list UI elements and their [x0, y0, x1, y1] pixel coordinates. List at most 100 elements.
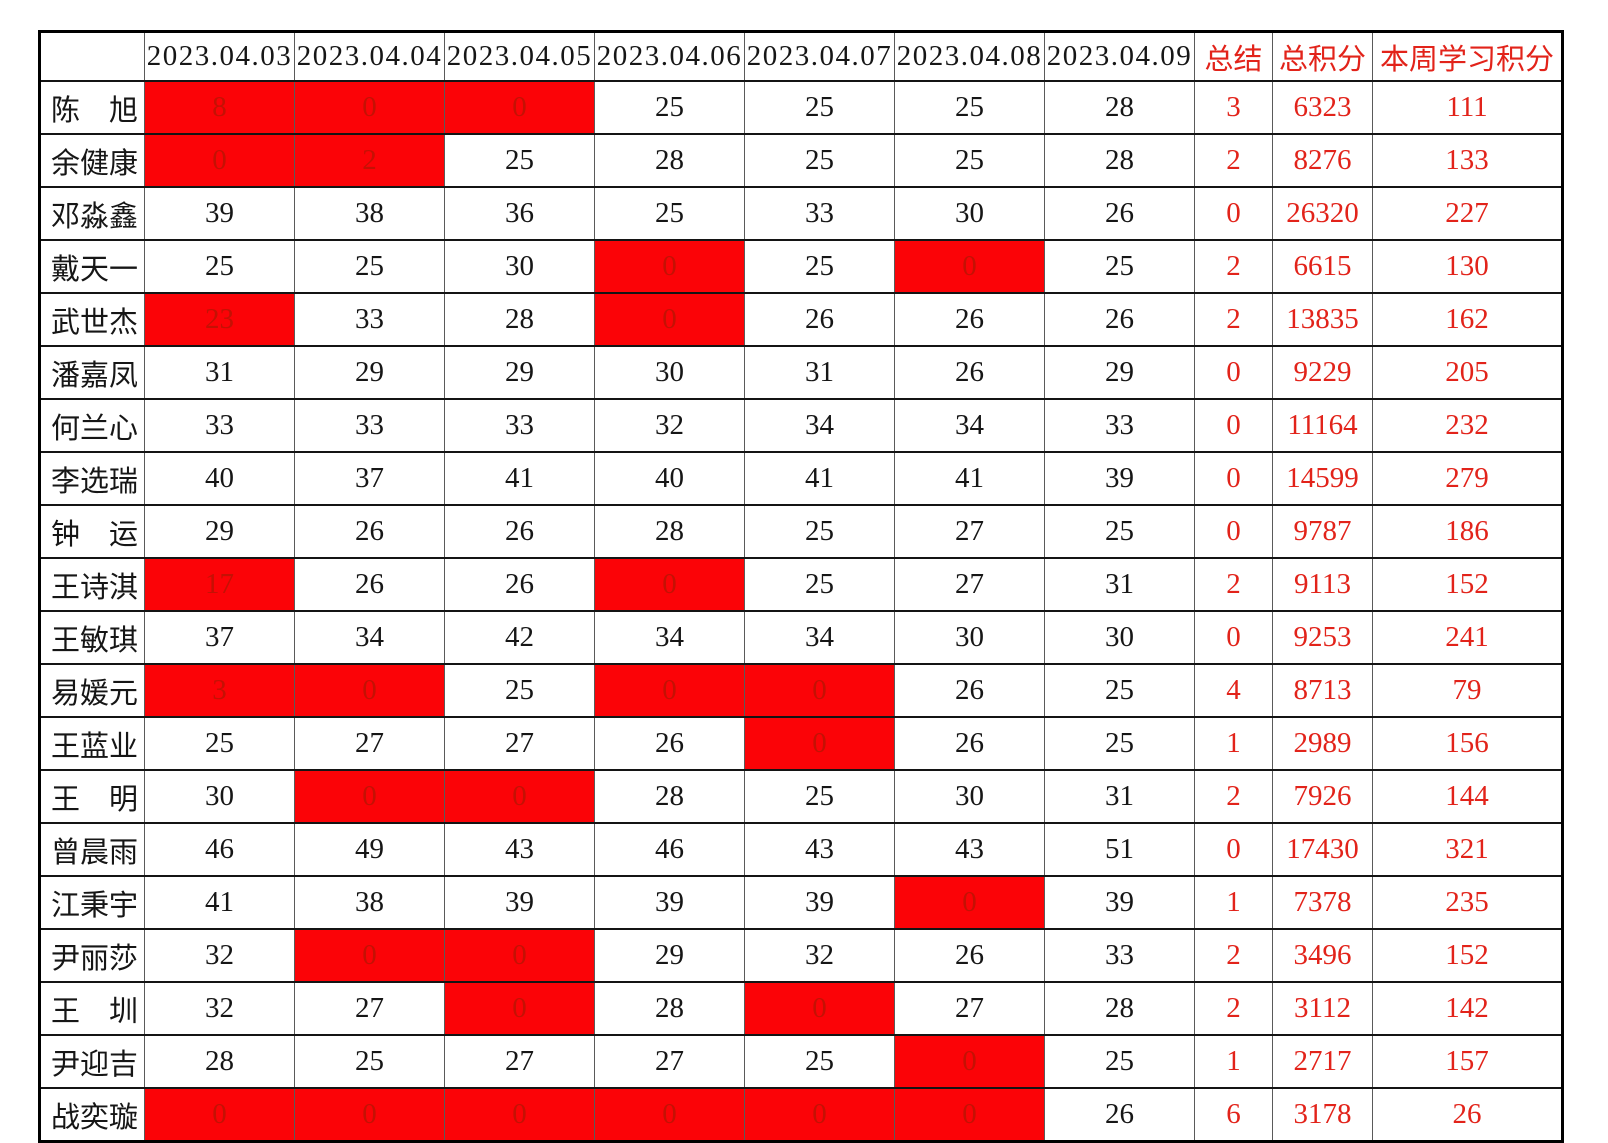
score-cell-highlighted: 0: [444, 80, 595, 135]
weekly-points-cell: 152: [1372, 557, 1563, 612]
score-cell: 33: [1044, 398, 1195, 453]
score-cell: 25: [1044, 1034, 1195, 1089]
score-cell: 26: [1044, 1087, 1195, 1143]
summary-count-cell: 2: [1194, 239, 1273, 294]
student-name-cell: 战奕璇: [39, 1087, 145, 1143]
score-cell: 39: [744, 875, 895, 930]
student-name-cell: 王 圳: [39, 981, 145, 1036]
score-cell: 25: [444, 133, 595, 188]
summary-count-cell: 4: [1194, 663, 1273, 718]
score-cell: 32: [594, 398, 745, 453]
score-cell: 25: [444, 663, 595, 718]
score-cell: 33: [1044, 928, 1195, 983]
score-cell: 34: [744, 398, 895, 453]
weekly-points-cell: 186: [1372, 504, 1563, 559]
weekly-points-cell: 152: [1372, 928, 1563, 983]
total-points-cell: 6323: [1272, 80, 1373, 135]
score-cell-highlighted: 0: [294, 80, 445, 135]
summary-count-cell: 0: [1194, 822, 1273, 877]
score-cell: 25: [594, 80, 745, 135]
weekly-points-cell: 321: [1372, 822, 1563, 877]
score-cell: 27: [894, 981, 1045, 1036]
score-cell: 31: [144, 345, 295, 400]
score-cell: 27: [294, 981, 445, 1036]
student-name-cell: 易媛元: [39, 663, 145, 718]
weekly-points-cell: 144: [1372, 769, 1563, 824]
score-cell-highlighted: 0: [894, 1087, 1045, 1143]
weekly-points-cell: 111: [1372, 80, 1563, 135]
score-cell: 42: [444, 610, 595, 665]
score-cell: 31: [744, 345, 895, 400]
score-cell: 39: [144, 186, 295, 241]
student-name-cell: 尹丽莎: [39, 928, 145, 983]
table-row: 王蓝业 25 27 27 26 0 26 25 1 2989 156: [39, 716, 1563, 771]
weekly-points-cell: 279: [1372, 451, 1563, 506]
score-cell: 28: [594, 769, 745, 824]
table-row: 李选瑞 40 37 41 40 41 41 39 0 14599 279: [39, 451, 1563, 506]
score-cell-highlighted: 8: [144, 80, 295, 135]
score-cell: 25: [744, 1034, 895, 1089]
score-cell-highlighted: 0: [294, 663, 445, 718]
summary-count-cell: 0: [1194, 186, 1273, 241]
score-cell: 25: [744, 133, 895, 188]
column-header-date: 2023.04.06: [594, 30, 745, 82]
weekly-points-cell: 142: [1372, 981, 1563, 1036]
score-cell: 32: [144, 928, 295, 983]
table-row: 曾晨雨 46 49 43 46 43 43 51 0 17430 321: [39, 822, 1563, 877]
weekly-points-cell: 157: [1372, 1034, 1563, 1089]
table-row: 陈 旭 8 0 0 25 25 25 28 3 6323 111: [39, 80, 1563, 135]
score-cell: 25: [744, 80, 895, 135]
score-cell: 32: [744, 928, 895, 983]
score-cell: 33: [744, 186, 895, 241]
column-header-date: 2023.04.04: [294, 30, 445, 82]
summary-count-cell: 2: [1194, 557, 1273, 612]
summary-count-cell: 2: [1194, 981, 1273, 1036]
student-name-cell: 曾晨雨: [39, 822, 145, 877]
total-points-cell: 11164: [1272, 398, 1373, 453]
score-cell-highlighted: 0: [744, 716, 895, 771]
score-cell: 43: [744, 822, 895, 877]
score-cell: 29: [294, 345, 445, 400]
weekly-points-cell: 227: [1372, 186, 1563, 241]
score-cell: 28: [444, 292, 595, 347]
weekly-points-cell: 162: [1372, 292, 1563, 347]
score-cell: 26: [594, 716, 745, 771]
score-cell: 25: [744, 504, 895, 559]
student-name-cell: 何兰心: [39, 398, 145, 453]
score-cell-highlighted: 0: [444, 769, 595, 824]
summary-count-cell: 0: [1194, 610, 1273, 665]
table-row: 武世杰 23 33 28 0 26 26 26 2 13835 162: [39, 292, 1563, 347]
score-cell: 38: [294, 186, 445, 241]
score-cell: 38: [294, 875, 445, 930]
score-cell-highlighted: 0: [594, 1087, 745, 1143]
score-cell: 28: [594, 133, 745, 188]
table-row: 王敏琪 37 34 42 34 34 30 30 0 9253 241: [39, 610, 1563, 665]
weekly-points-cell: 232: [1372, 398, 1563, 453]
score-cell: 28: [144, 1034, 295, 1089]
score-cell: 28: [594, 504, 745, 559]
score-cell: 26: [444, 504, 595, 559]
score-cell: 31: [1044, 769, 1195, 824]
table-row: 何兰心 33 33 33 32 34 34 33 0 11164 232: [39, 398, 1563, 453]
table-row: 王 明 30 0 0 28 25 30 31 2 7926 144: [39, 769, 1563, 824]
table-row: 易媛元 3 0 25 0 0 26 25 4 8713 79: [39, 663, 1563, 718]
weekly-points-cell: 130: [1372, 239, 1563, 294]
score-cell: 30: [1044, 610, 1195, 665]
total-points-cell: 9253: [1272, 610, 1373, 665]
score-cell: 29: [594, 928, 745, 983]
score-cell: 25: [1044, 716, 1195, 771]
score-cell: 26: [894, 716, 1045, 771]
score-cell: 31: [1044, 557, 1195, 612]
score-cell-highlighted: 0: [594, 239, 745, 294]
summary-count-cell: 0: [1194, 451, 1273, 506]
score-cell: 30: [894, 186, 1045, 241]
score-cell: 28: [1044, 981, 1195, 1036]
total-points-cell: 14599: [1272, 451, 1373, 506]
total-points-cell: 13835: [1272, 292, 1373, 347]
score-cell-highlighted: 0: [894, 239, 1045, 294]
weekly-points-cell: 26: [1372, 1087, 1563, 1143]
score-cell: 25: [744, 557, 895, 612]
score-cell: 26: [744, 292, 895, 347]
score-cell: 25: [894, 133, 1045, 188]
score-cell: 25: [744, 769, 895, 824]
